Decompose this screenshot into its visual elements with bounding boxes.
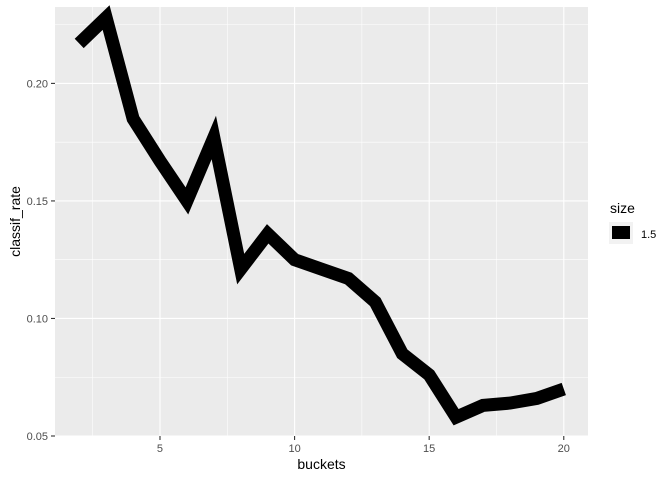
- x-axis-title: buckets: [297, 456, 345, 472]
- x-tick-label: 10: [288, 443, 300, 455]
- legend-key-swatch: [612, 226, 630, 239]
- x-axis-ticks: 5 10 15 20: [157, 436, 570, 455]
- series-line-0: [74, 5, 566, 426]
- y-tick-label: 0.05: [27, 431, 48, 443]
- legend-entry-label: 1.5: [641, 229, 656, 241]
- legend: size 1.5: [609, 200, 656, 244]
- major-gridlines: [55, 7, 588, 437]
- y-tick-label: 0.15: [27, 196, 48, 208]
- plot-panel: [55, 7, 588, 436]
- x-tick-label: 5: [157, 443, 163, 455]
- x-tick-label: 15: [423, 443, 435, 455]
- y-tick-label: 0.10: [27, 313, 48, 325]
- y-axis-title: classif_rate: [7, 186, 23, 257]
- x-tick-label: 20: [558, 443, 570, 455]
- series-group: [74, 5, 566, 426]
- legend-title: size: [610, 200, 635, 216]
- y-tick-label: 0.20: [27, 78, 48, 90]
- y-axis-ticks: 0.05 0.10 0.15 0.20: [27, 78, 55, 443]
